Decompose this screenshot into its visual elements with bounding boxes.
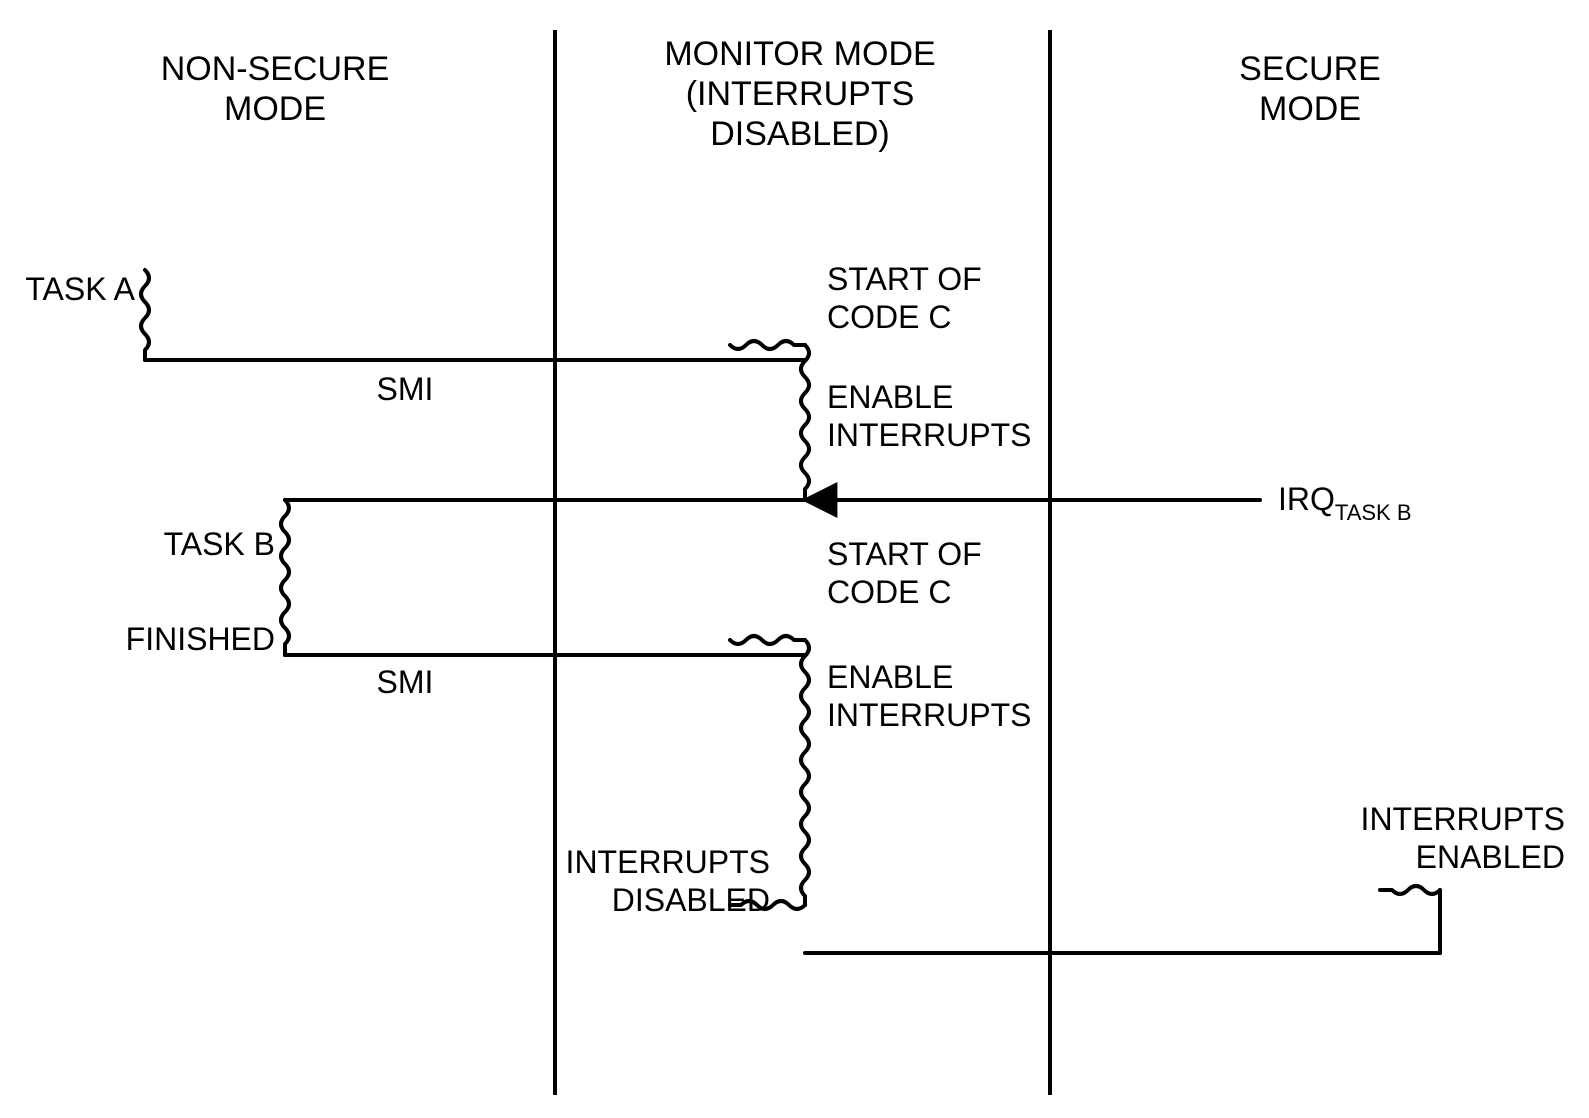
flow-seg-0 [141, 270, 149, 360]
label-enable_int_2b: INTERRUPTS [827, 697, 1031, 733]
header-secure-line2: MODE [1259, 90, 1361, 128]
flow-seg-2 [730, 341, 805, 349]
label-start_code_c_1a: START OF [827, 261, 982, 297]
label-start_code_c_2b: CODE C [827, 574, 951, 610]
label-int_enabled_a: INTERRUPTS [1361, 801, 1565, 837]
label-task_a: TASK A [25, 271, 135, 307]
label-start_code_c_2a: START OF [827, 536, 982, 572]
label-int_disabled_a: INTERRUPTS [566, 844, 770, 880]
flow-seg-9 [801, 640, 809, 905]
header-monitor-line1: MONITOR MODE [664, 35, 935, 73]
label-enable_int_1a: ENABLE [827, 379, 953, 415]
label-int_enabled_b: ENABLED [1416, 839, 1565, 875]
flow-seg-8 [730, 636, 805, 644]
header-nonsecure-line1: NON-SECURE [161, 50, 390, 88]
label-task_b: TASK B [164, 526, 275, 562]
flow-seg-13 [1380, 886, 1440, 894]
label-finished: FINISHED [126, 621, 275, 657]
label-enable_int_2a: ENABLE [827, 659, 953, 695]
header-secure-line1: SECURE [1239, 50, 1381, 88]
header-monitor-line3: DISABLED) [710, 115, 890, 153]
label-smi_1: SMI [377, 371, 434, 407]
flow-seg-3 [801, 345, 809, 500]
label-smi_2: SMI [377, 664, 434, 700]
header-monitor-line2: (INTERRUPTS [686, 75, 915, 113]
label-irq_task_b: IRQTASK B [1278, 481, 1412, 525]
label-enable_int_1b: INTERRUPTS [827, 417, 1031, 453]
label-start_code_c_1b: CODE C [827, 299, 951, 335]
header-nonsecure-line2: MODE [224, 90, 326, 128]
flow-seg-6 [281, 500, 289, 655]
